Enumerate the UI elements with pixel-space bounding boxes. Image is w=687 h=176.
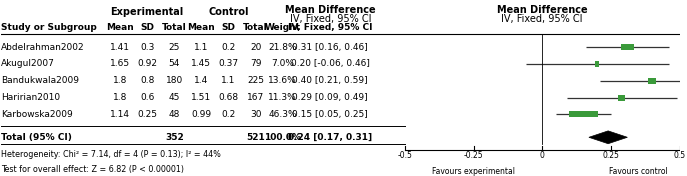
Text: Haririan2010: Haririan2010 — [1, 93, 60, 102]
Text: 46.3%: 46.3% — [269, 110, 297, 119]
Text: 225: 225 — [247, 76, 264, 85]
Text: 100.0%: 100.0% — [264, 133, 302, 142]
Text: 0.2: 0.2 — [221, 43, 236, 52]
Text: SD: SD — [140, 23, 154, 32]
Text: Favours control: Favours control — [609, 167, 668, 176]
FancyBboxPatch shape — [648, 78, 656, 84]
Text: 30: 30 — [250, 110, 262, 119]
Text: Total (95% CI): Total (95% CI) — [1, 133, 72, 142]
Text: 1.8: 1.8 — [113, 76, 127, 85]
Text: 0.3: 0.3 — [140, 43, 155, 52]
Text: 0.2: 0.2 — [221, 110, 236, 119]
FancyBboxPatch shape — [595, 61, 599, 67]
Text: Weight: Weight — [264, 23, 301, 32]
Polygon shape — [589, 131, 627, 144]
Text: 1.1: 1.1 — [221, 76, 236, 85]
Text: 167: 167 — [247, 93, 264, 102]
Text: 0: 0 — [540, 151, 545, 160]
Text: Total: Total — [162, 23, 187, 32]
Text: Mean: Mean — [188, 23, 215, 32]
Text: 25: 25 — [168, 43, 180, 52]
Text: 1.51: 1.51 — [192, 93, 212, 102]
Text: Mean Difference: Mean Difference — [285, 5, 376, 15]
Text: 0.15 [0.05, 0.25]: 0.15 [0.05, 0.25] — [293, 110, 368, 119]
FancyBboxPatch shape — [570, 111, 598, 117]
Text: 0.99: 0.99 — [192, 110, 212, 119]
Text: 0.68: 0.68 — [218, 93, 238, 102]
Text: Mean Difference: Mean Difference — [497, 5, 587, 15]
Text: 1.45: 1.45 — [192, 59, 212, 68]
Text: 48: 48 — [168, 110, 180, 119]
Text: 11.3%: 11.3% — [269, 93, 297, 102]
Text: 0.8: 0.8 — [140, 76, 155, 85]
Text: Study or Subgroup: Study or Subgroup — [1, 23, 97, 32]
Text: Total: Total — [243, 23, 268, 32]
Text: -0.5: -0.5 — [398, 151, 412, 160]
Text: Heterogeneity: Chi² = 7.14, df = 4 (P = 0.13); I² = 44%: Heterogeneity: Chi² = 7.14, df = 4 (P = … — [1, 150, 221, 159]
Text: 7.0%: 7.0% — [271, 59, 294, 68]
Text: 180: 180 — [166, 76, 183, 85]
FancyBboxPatch shape — [618, 95, 625, 101]
Text: 0.25: 0.25 — [602, 151, 619, 160]
Text: 20: 20 — [250, 43, 261, 52]
Text: 0.40 [0.21, 0.59]: 0.40 [0.21, 0.59] — [293, 76, 368, 85]
Text: Favours experimental: Favours experimental — [432, 167, 515, 176]
Text: Bandukwala2009: Bandukwala2009 — [1, 76, 80, 85]
FancyBboxPatch shape — [621, 44, 634, 50]
Text: 521: 521 — [247, 133, 265, 142]
Text: 0.5: 0.5 — [673, 151, 686, 160]
Text: 0.29 [0.09, 0.49]: 0.29 [0.09, 0.49] — [293, 93, 368, 102]
Text: IV, Fixed, 95% CI: IV, Fixed, 95% CI — [502, 14, 583, 24]
Text: -0.25: -0.25 — [464, 151, 484, 160]
Text: 79: 79 — [250, 59, 262, 68]
Text: 0.20 [-0.06, 0.46]: 0.20 [-0.06, 0.46] — [291, 59, 370, 68]
Text: 0.92: 0.92 — [137, 59, 157, 68]
Text: 1.1: 1.1 — [194, 43, 209, 52]
Text: 21.8%: 21.8% — [269, 43, 297, 52]
Text: Control: Control — [208, 7, 249, 17]
Text: 0.24 [0.17, 0.31]: 0.24 [0.17, 0.31] — [289, 133, 372, 142]
Text: 0.25: 0.25 — [137, 110, 157, 119]
Text: IV, Fixed, 95% CI: IV, Fixed, 95% CI — [289, 14, 371, 24]
Text: 1.8: 1.8 — [113, 93, 127, 102]
Text: 0.31 [0.16, 0.46]: 0.31 [0.16, 0.46] — [293, 43, 368, 52]
Text: SD: SD — [222, 23, 236, 32]
Text: 1.41: 1.41 — [110, 43, 130, 52]
Text: 54: 54 — [168, 59, 180, 68]
Text: 352: 352 — [165, 133, 183, 142]
Text: 0.6: 0.6 — [140, 93, 155, 102]
Text: Abdelrahman2002: Abdelrahman2002 — [1, 43, 85, 52]
Text: 0.37: 0.37 — [218, 59, 238, 68]
Text: Experimental: Experimental — [111, 7, 184, 17]
Text: 13.6%: 13.6% — [269, 76, 297, 85]
Text: 1.14: 1.14 — [110, 110, 130, 119]
Text: Mean: Mean — [106, 23, 134, 32]
Text: IV, Fixed, 95% CI: IV, Fixed, 95% CI — [288, 23, 372, 32]
Text: 1.65: 1.65 — [110, 59, 130, 68]
Text: 1.4: 1.4 — [194, 76, 209, 85]
Text: Test for overall effect: Z = 6.82 (P < 0.00001): Test for overall effect: Z = 6.82 (P < 0… — [1, 165, 184, 174]
Text: Akugul2007: Akugul2007 — [1, 59, 55, 68]
Text: 45: 45 — [168, 93, 180, 102]
Text: Karbowska2009: Karbowska2009 — [1, 110, 73, 119]
